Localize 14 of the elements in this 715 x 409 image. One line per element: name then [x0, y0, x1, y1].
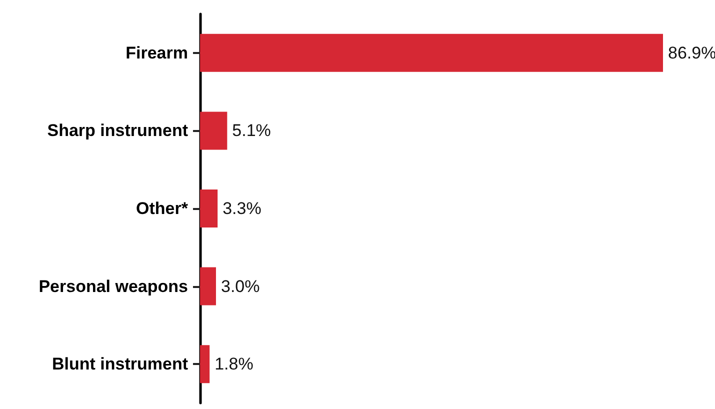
data-label: 1.8% [214, 354, 254, 374]
data-label: 5.1% [232, 121, 271, 140]
bar [200, 345, 210, 384]
y-tick-label: Blunt instrument [52, 354, 188, 374]
bar [200, 112, 228, 150]
data-label: 3.3% [222, 199, 262, 218]
bar [200, 34, 663, 72]
data-label: 3.0% [220, 276, 260, 296]
y-tick-label: Sharp instrument [47, 121, 188, 140]
y-tick-label: Personal weapons [38, 276, 188, 296]
bar [200, 190, 218, 228]
y-tick-label: Firearm [126, 43, 188, 62]
y-tick-label: Other* [136, 199, 188, 218]
bar [200, 267, 216, 306]
